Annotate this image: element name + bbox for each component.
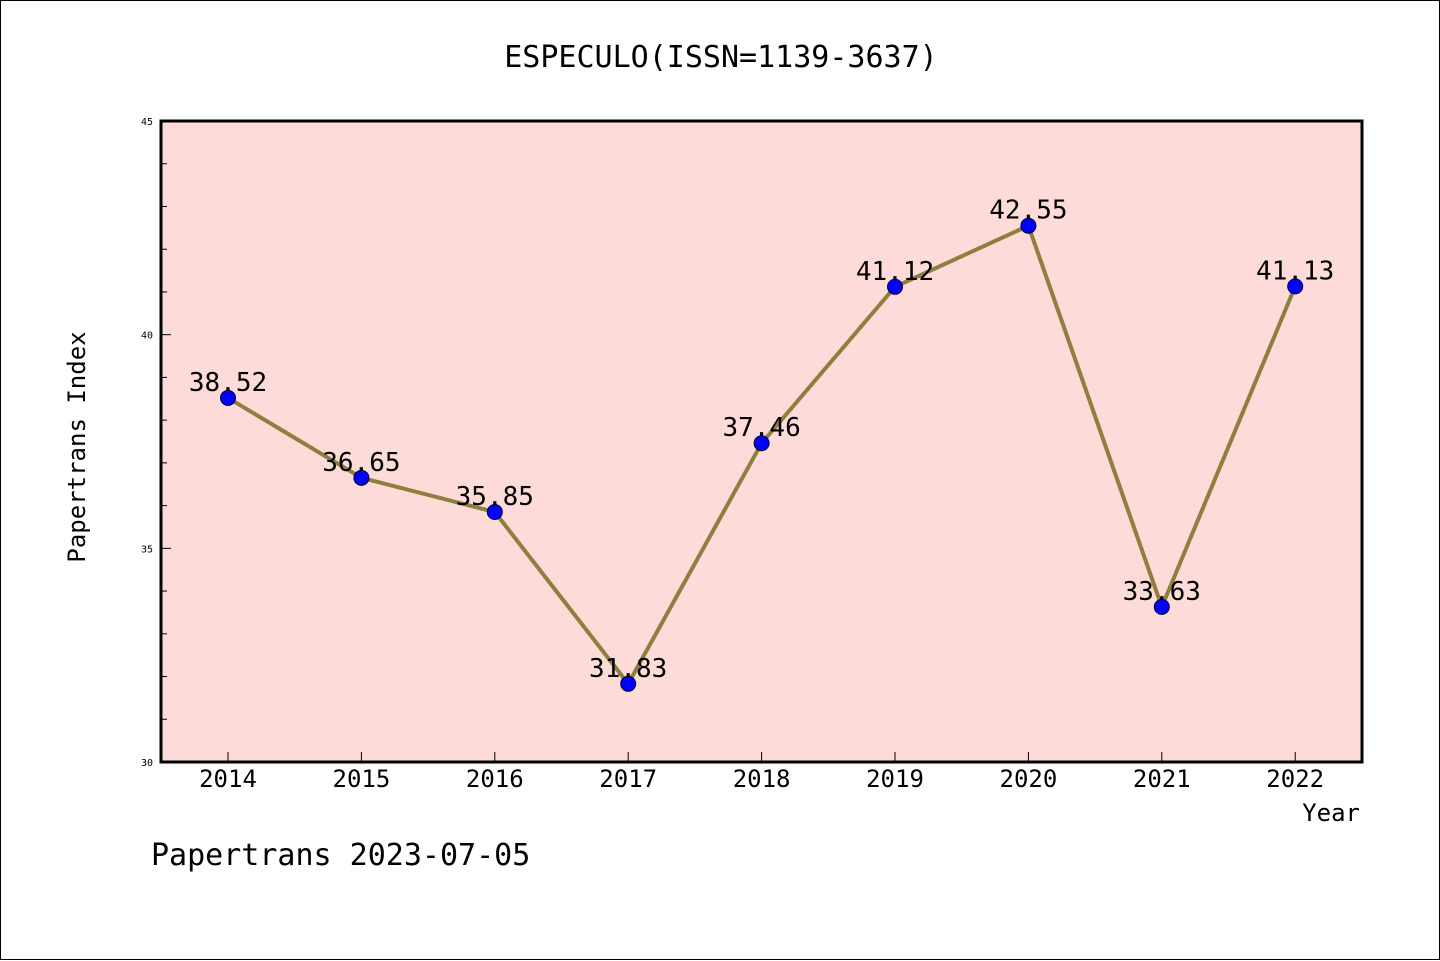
data-label: 38.52: [189, 368, 267, 398]
x-tick-label: 2014: [199, 765, 257, 793]
y-tick-label: 45: [141, 117, 153, 128]
x-tick-label: 2016: [466, 765, 524, 793]
y-axis-label: Papertrans Index: [63, 331, 91, 562]
data-point: [353, 469, 370, 486]
data-point: [1153, 598, 1170, 615]
y-tick-label: 40: [141, 331, 153, 342]
data-point: [486, 504, 503, 521]
x-tick-label: 2015: [333, 765, 391, 793]
x-tick-label: 2017: [599, 765, 657, 793]
data-label: 41.12: [856, 257, 934, 287]
data-label: 36.65: [322, 448, 400, 478]
footer-text: Papertrans 2023-07-05: [151, 838, 530, 873]
x-tick-label: 2022: [1266, 765, 1324, 793]
x-axis-label: Year: [1302, 799, 1360, 827]
data-point: [753, 435, 770, 452]
data-point: [620, 675, 637, 692]
x-tick-label: 2020: [1000, 765, 1058, 793]
data-label: 37.46: [722, 413, 800, 443]
data-label: 31.83: [589, 654, 667, 684]
x-tick-label: 2019: [866, 765, 924, 793]
x-tick-label: 2018: [733, 765, 791, 793]
y-tick-label: 35: [141, 544, 153, 555]
data-label: 35.85: [456, 482, 534, 512]
y-axis: 30 35 40 45: [141, 117, 171, 769]
x-tick-label: 2021: [1133, 765, 1191, 793]
chart-title: ESPECULO(ISSN=1139-3637): [504, 40, 937, 75]
data-label: 41.13: [1256, 256, 1334, 286]
data-point: [1020, 217, 1037, 234]
data-label: 33.63: [1123, 577, 1201, 607]
data-label: 42.55: [989, 196, 1067, 226]
series-group: 38.52 36.65 35.85 31.83 37.46 41.12 42.55 33.63…: [189, 196, 1334, 692]
data-point: [220, 389, 236, 406]
data-point: [1287, 278, 1304, 295]
x-axis: 2014 2015 2016 2017 2018 2019 2020 2021 2022: [199, 752, 1324, 793]
y-tick-label: 30: [141, 758, 153, 769]
data-point: [887, 278, 903, 295]
